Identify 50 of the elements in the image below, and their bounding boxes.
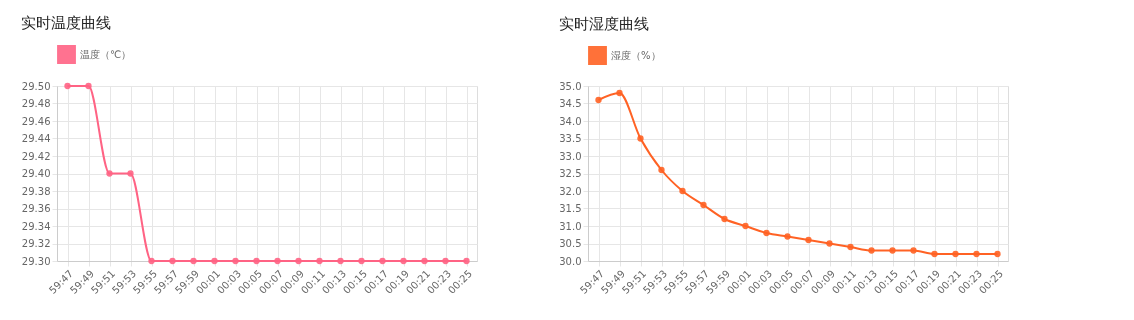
- point: [700, 201, 707, 209]
- point: [763, 229, 770, 237]
- y-tick-label: 29.38: [21, 185, 51, 197]
- point: [847, 243, 854, 251]
- y-tick-label: 30.0: [559, 255, 582, 267]
- point: [595, 96, 602, 104]
- point: [994, 250, 1001, 258]
- point: [85, 82, 92, 90]
- point: [784, 233, 791, 240]
- y-tick-label: 33.0: [559, 150, 582, 162]
- y-tick-label: 32.5: [559, 168, 582, 179]
- y-tick-label: 35.0: [559, 80, 582, 92]
- y-tick-label: 29.46: [21, 115, 51, 127]
- point: [889, 247, 896, 254]
- y-tick-label: 30.5: [559, 238, 582, 249]
- chart-title: 实时温度曲线: [21, 14, 112, 32]
- point: [721, 215, 728, 223]
- y-tick-label: 29.48: [21, 98, 51, 109]
- legend-label: 温度（℃）: [80, 48, 132, 60]
- point: [910, 247, 917, 254]
- point: [973, 250, 980, 258]
- y-tick-label: 29.50: [21, 80, 51, 92]
- point: [931, 250, 938, 258]
- chart-title: 实时湿度曲线: [558, 15, 649, 33]
- y-tick-label: 29.44: [21, 133, 51, 144]
- y-tick-label: 33.5: [559, 133, 582, 144]
- point: [106, 170, 113, 177]
- point: [658, 166, 665, 174]
- y-tick-label: 29.32: [21, 238, 51, 249]
- point: [616, 89, 623, 97]
- y-tick-label: 32.0: [559, 185, 582, 197]
- point: [637, 135, 644, 142]
- point: [952, 250, 959, 258]
- y-tick-label: 29.42: [21, 150, 51, 162]
- y-tick-label: 31.5: [559, 203, 582, 214]
- point: [742, 222, 749, 230]
- y-tick-label: 29.30: [21, 255, 51, 267]
- point: [679, 187, 686, 195]
- point: [826, 240, 833, 247]
- y-tick-label: 31.0: [559, 220, 582, 232]
- y-tick-label: 34.0: [559, 115, 582, 127]
- point: [805, 236, 812, 244]
- y-tick-label: 29.34: [21, 220, 51, 232]
- y-tick-label: 34.5: [559, 98, 582, 109]
- y-tick-label: 29.36: [21, 203, 51, 214]
- point: [64, 82, 71, 90]
- y-tick-label: 29.40: [21, 168, 51, 179]
- point: [127, 170, 134, 177]
- point: [868, 247, 875, 254]
- legend-label: 湿度（%）: [611, 49, 661, 61]
